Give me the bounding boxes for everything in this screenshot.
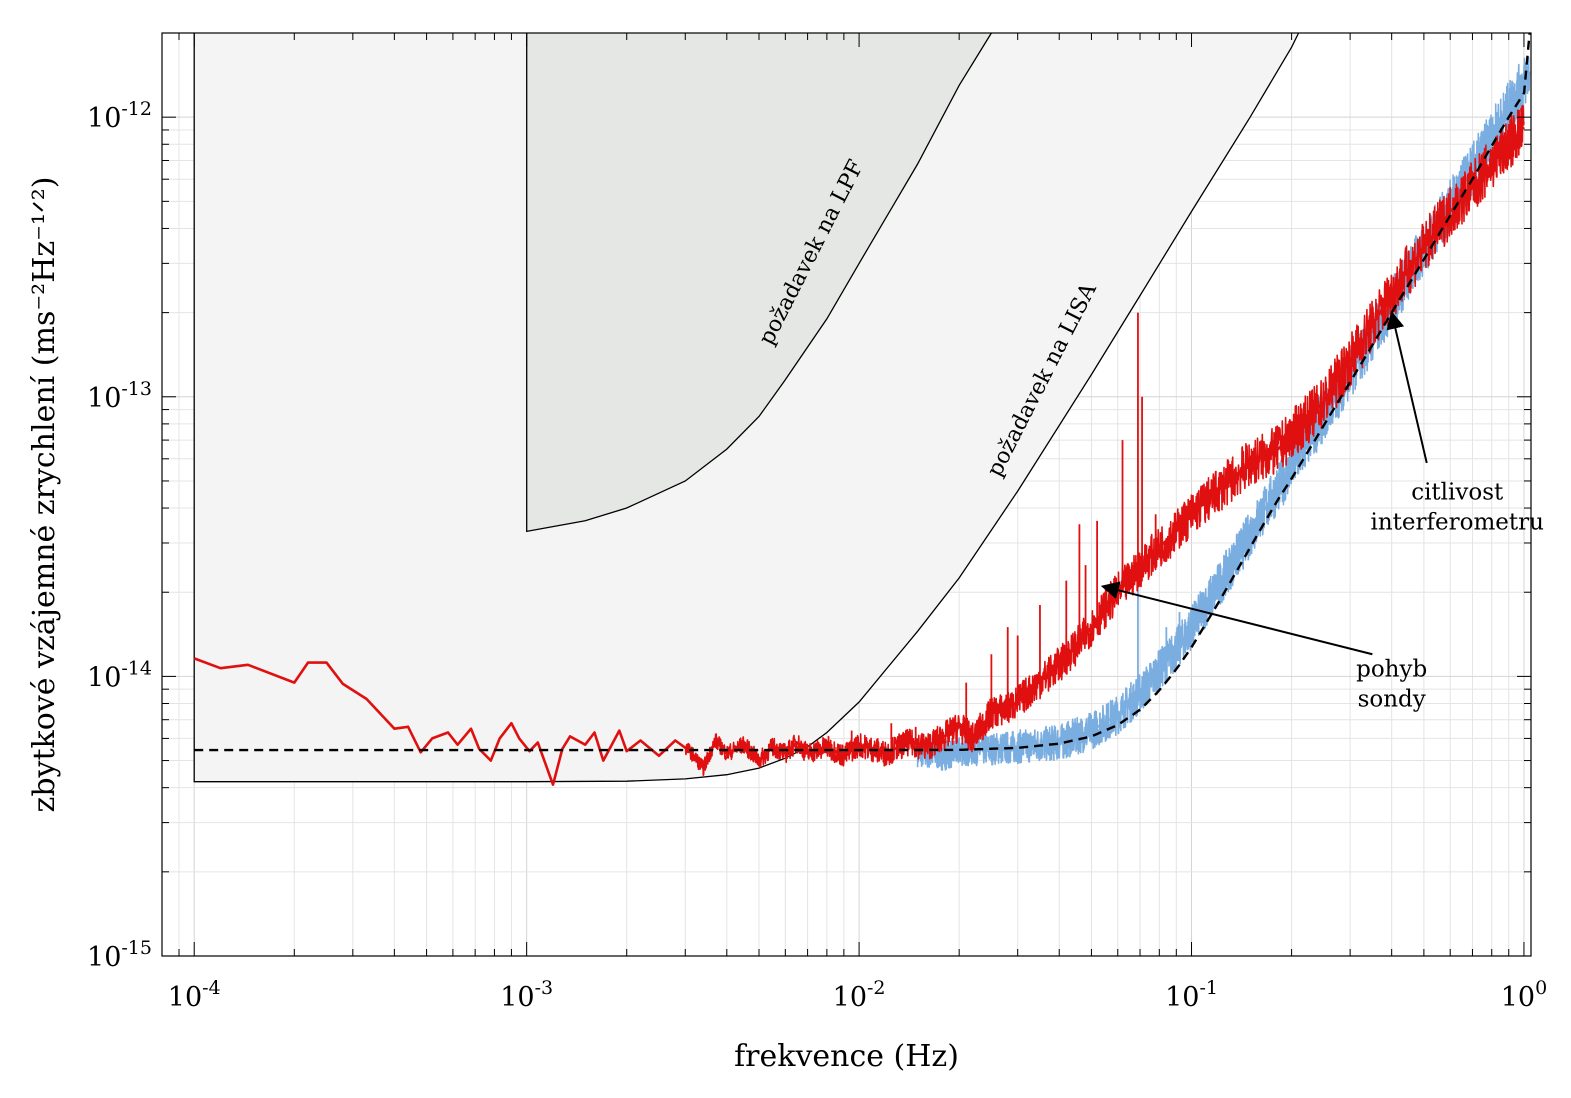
annotation-label: pohyb <box>1356 656 1427 682</box>
x-tick-label: 10-3 <box>500 977 553 1013</box>
annotation-label: interferometru <box>1371 509 1544 535</box>
axis-ticks <box>161 32 1531 957</box>
x-tick-labels: 10-4 10-3 10-2 10-1 100 <box>168 977 1547 1013</box>
y-tick-label: 10-15 <box>87 937 152 973</box>
x-tick-label: 10-1 <box>1165 977 1218 1013</box>
x-tick-label: 10-2 <box>833 977 886 1013</box>
series-line <box>194 32 1531 752</box>
annotation-arrow <box>1100 581 1373 656</box>
requirement-curve <box>526 32 992 533</box>
x-axis-title: frekvence (Hz) <box>734 1039 959 1074</box>
annotation-arrow <box>1386 310 1428 464</box>
y-axis-title: zbytkové vzájemné zrychlení (ms⁻²Hz⁻¹ᐟ²) <box>27 177 62 813</box>
data-series <box>193 32 1531 786</box>
requirement-regions <box>193 32 1300 783</box>
requirement-curve <box>193 32 1300 783</box>
y-tick-label: 10-14 <box>87 657 152 693</box>
y-tick-labels: 10-15 10-14 10-13 10-12 <box>87 98 152 973</box>
annotation-label: sondy <box>1358 686 1426 712</box>
requirement-region <box>526 33 992 532</box>
y-tick-label: 10-13 <box>87 378 152 414</box>
plot-frame <box>161 32 1532 957</box>
series-noise <box>684 104 1525 776</box>
annotation-label: citlivost <box>1411 479 1504 505</box>
y-tick-label: 10-12 <box>87 98 152 134</box>
x-tick-label: 100 <box>1501 977 1547 1013</box>
x-tick-label: 10-4 <box>168 977 221 1013</box>
